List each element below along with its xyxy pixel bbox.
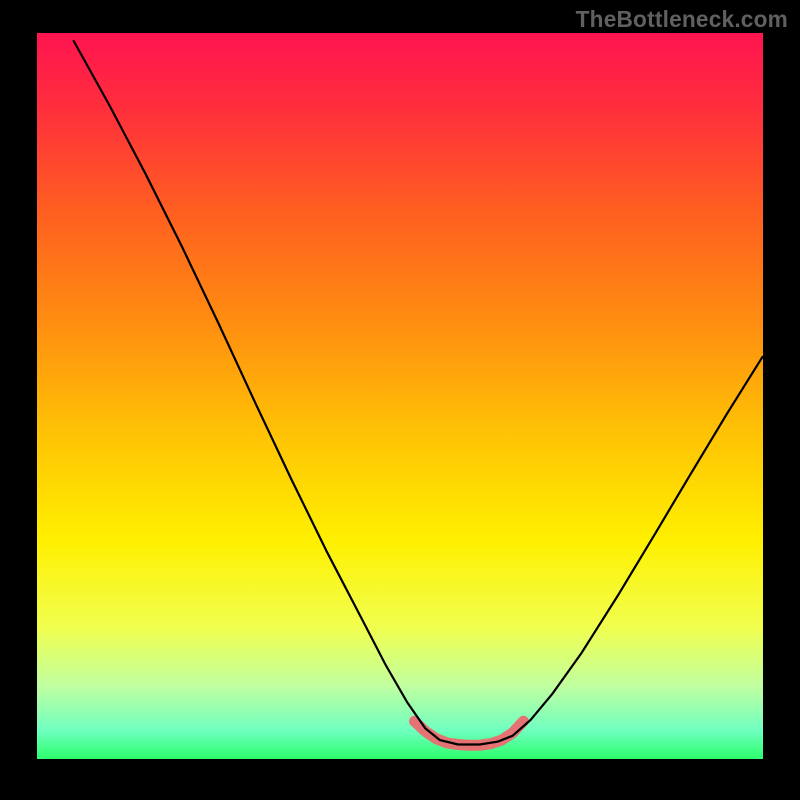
watermark-text: TheBottleneck.com <box>576 6 788 33</box>
gradient-background <box>37 33 763 759</box>
chart-container: TheBottleneck.com <box>0 0 800 800</box>
bottleneck-chart <box>37 33 763 759</box>
